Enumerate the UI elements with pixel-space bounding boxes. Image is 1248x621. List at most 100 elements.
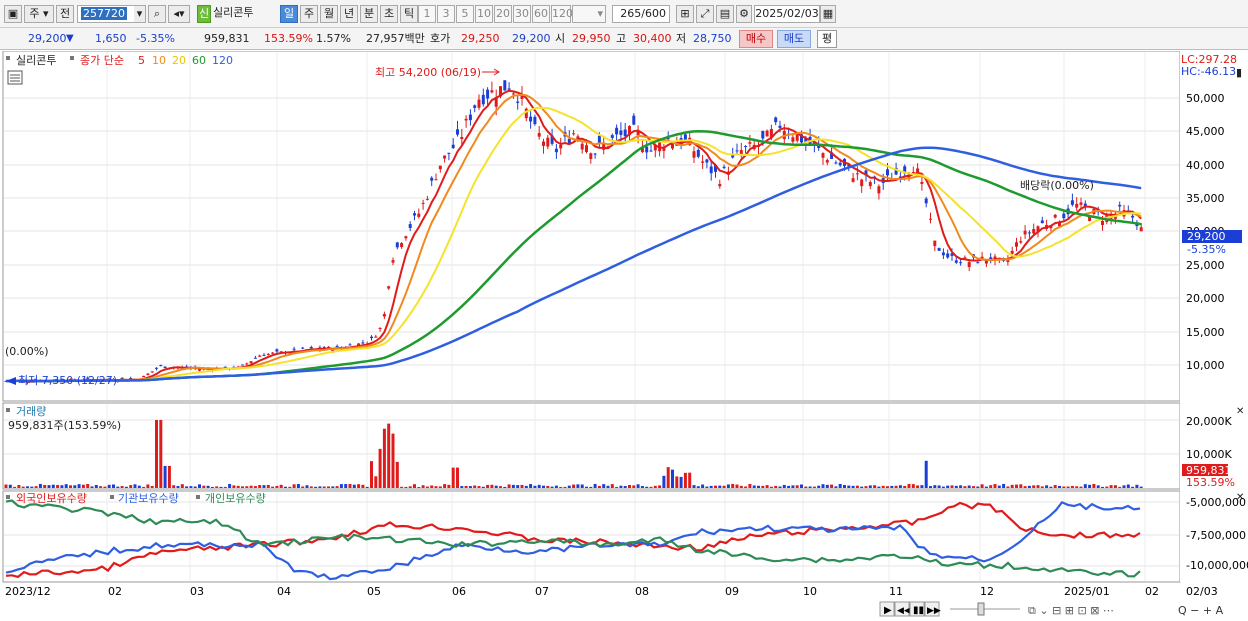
date-input[interactable]: 2025/02/03 [754, 5, 820, 23]
crosshair-icon[interactable]: ⊞ [676, 5, 694, 23]
volume-bar [868, 485, 872, 488]
close-panel-icon[interactable]: ✕ [1236, 406, 1244, 417]
scroll-pause-button[interactable] [909, 601, 925, 617]
volume-bar [112, 484, 115, 488]
volume-bar [812, 486, 816, 488]
volume-bar [550, 486, 554, 488]
volume-bar [1096, 485, 1100, 488]
interval-120[interactable]: 120 [551, 5, 573, 23]
volume-bar [73, 485, 77, 488]
chevron-down-icon: ▾ [597, 7, 603, 20]
scroll-right-button[interactable] [879, 601, 895, 617]
sell-button[interactable]: 매도 [777, 30, 811, 48]
price-change-pct: -5.35% [136, 32, 175, 45]
scroll-first-button[interactable] [894, 601, 910, 617]
volume-bar [245, 486, 249, 488]
prev-button[interactable]: 전 [56, 5, 74, 23]
candle-body [559, 144, 563, 149]
candle-body [898, 176, 902, 178]
buy-button[interactable]: 매수 [739, 30, 773, 48]
individual-toggle-icon[interactable] [196, 495, 200, 499]
stock-chart[interactable]: 실리콘투 종가 단순 5 10 20 60 120 LC:297.28 HC:-… [0, 51, 1248, 621]
volume-bar [640, 486, 644, 488]
zoom-icons[interactable]: Q − + A [1178, 604, 1224, 617]
period-tick[interactable]: 틱 [400, 5, 418, 23]
week-dropdown[interactable]: 주 ▾ [24, 5, 54, 23]
interval-3[interactable]: 3 [437, 5, 455, 23]
volume-bar [1019, 484, 1023, 488]
candle-body [503, 80, 507, 91]
interval-20[interactable]: 20 [494, 5, 512, 23]
interval-60[interactable]: 60 [532, 5, 550, 23]
candle-body [494, 97, 498, 107]
legend-ma60: 60 [192, 54, 206, 67]
volume-bar [778, 486, 782, 488]
candle-body [653, 144, 657, 151]
period-week[interactable]: 주 [300, 5, 318, 23]
institution-toggle-icon[interactable] [110, 495, 114, 499]
zoom-slider-handle[interactable] [977, 602, 985, 616]
volume-bar [946, 485, 950, 488]
volume-bar [1015, 484, 1018, 488]
volume-bar [606, 485, 610, 488]
calendar-icon[interactable]: ▦ [820, 5, 836, 23]
candle-body [1006, 259, 1010, 263]
period-second[interactable]: 초 [380, 5, 398, 23]
x-tick: 03 [190, 585, 204, 598]
volume-bar [997, 485, 1001, 488]
gear-icon[interactable]: ⚙ [736, 5, 752, 23]
volume-bar [791, 485, 795, 488]
foreign-toggle-icon[interactable] [6, 495, 10, 499]
draw-tool-icon[interactable]: ⤢ [696, 5, 714, 23]
volume-bar [989, 485, 993, 488]
candle-body [443, 155, 447, 159]
period-year[interactable]: 년 [340, 5, 358, 23]
candle-body [628, 126, 631, 136]
stock-code-input[interactable]: 257720 [77, 5, 145, 23]
sound-icon[interactable]: ◂▾ [168, 5, 190, 23]
code-dropdown-icon[interactable]: ▾ [134, 5, 146, 23]
scroll-last-button[interactable] [924, 601, 940, 617]
candle-body [937, 248, 941, 251]
period-day[interactable]: 일 [280, 5, 298, 23]
candle-body [984, 260, 988, 264]
open-label: 시 [555, 32, 566, 45]
ma-toggle-icon[interactable] [70, 56, 74, 60]
candle-body [585, 145, 588, 152]
save-icon[interactable]: ▤ [716, 5, 734, 23]
count-input[interactable]: 265/600 [612, 5, 670, 23]
legend-stock-name: 실리콘투 [16, 54, 56, 67]
volume-bar [1036, 485, 1040, 488]
window-menu-icon[interactable]: ▣ [4, 5, 22, 23]
candle-body [597, 135, 601, 144]
volume-bar [671, 469, 674, 488]
volume-bar [645, 486, 649, 488]
interval-custom-dropdown[interactable]: ▾ [572, 5, 606, 23]
volume-bar [64, 484, 68, 488]
volume-bar [193, 486, 197, 488]
volume-bar [51, 484, 55, 488]
search-icon[interactable]: ⌕ [148, 5, 166, 23]
legend-ma-title: 종가 단순 [80, 54, 124, 67]
legend-ma10: 10 [152, 54, 166, 67]
candle-body [791, 137, 795, 142]
interval-30[interactable]: 30 [513, 5, 531, 23]
volume-toggle-icon[interactable] [6, 408, 10, 412]
volume-bar [795, 485, 799, 488]
candle-body [357, 343, 361, 346]
scroll-handle-icon[interactable]: ▮ [1236, 66, 1242, 79]
volume-bar [314, 486, 318, 488]
volume-bar [1122, 485, 1126, 488]
candle-body [946, 253, 950, 258]
average-button[interactable]: 평 [817, 30, 837, 48]
close-holder-icon[interactable]: ✕ [1236, 492, 1244, 503]
interval-1[interactable]: 1 [418, 5, 436, 23]
volume-bar [456, 467, 459, 488]
panel-toggle-icon[interactable] [6, 56, 10, 60]
interval-5[interactable]: 5 [456, 5, 474, 23]
chart-tool-icons[interactable]: ⧉ ⌄ ⊟ ⊞ ⊡ ⊠ ⋯ [1028, 604, 1114, 617]
period-month[interactable]: 월 [320, 5, 338, 23]
volume-bar [817, 485, 821, 488]
interval-10[interactable]: 10 [475, 5, 493, 23]
period-minute[interactable]: 분 [360, 5, 378, 23]
